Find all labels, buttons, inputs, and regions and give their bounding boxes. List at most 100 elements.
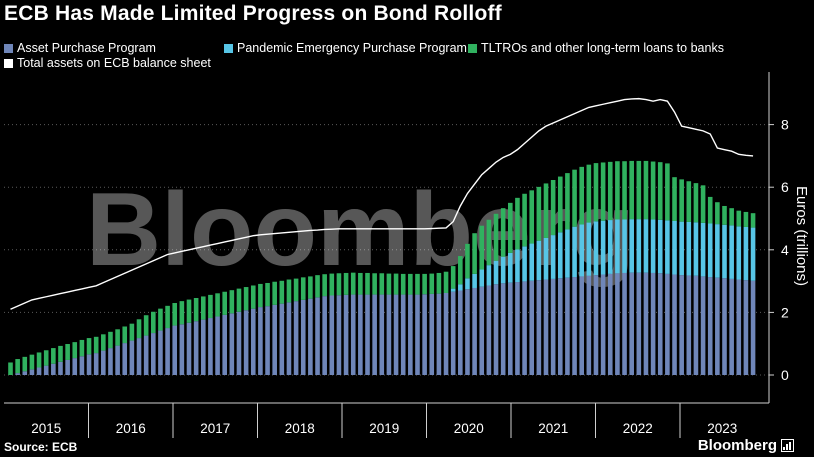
bar-segment-tltro xyxy=(600,162,606,221)
bar-segment-tltro xyxy=(279,280,285,304)
bar-segment-app xyxy=(479,286,485,375)
bar-segment-app xyxy=(172,325,178,375)
bar-segment-app xyxy=(515,282,520,375)
bar-segment-app xyxy=(443,292,449,375)
bar-segment-pepp xyxy=(650,219,656,273)
bar-segment-tltro xyxy=(550,180,556,236)
bar-segment-tltro xyxy=(208,294,213,319)
bar-segment-tltro xyxy=(536,186,542,241)
bar-segment-tltro xyxy=(579,166,584,225)
bar-segment-app xyxy=(643,272,649,375)
bar-segment-app xyxy=(722,278,727,375)
bar-segment-tltro xyxy=(400,273,406,295)
bar-segment-pepp xyxy=(607,220,613,274)
bar-segment-tltro xyxy=(265,282,270,307)
legend-label-app: Asset Purchase Program xyxy=(17,41,156,55)
bar-segment-tltro xyxy=(707,196,713,224)
bar-segment-pepp xyxy=(543,237,549,280)
bar-segment-tltro xyxy=(500,208,506,257)
bar-segment-pepp xyxy=(593,221,599,276)
bar-segment-tltro xyxy=(179,301,185,325)
bar-segment-app xyxy=(193,321,199,375)
bar-segment-app xyxy=(600,274,606,375)
y-tick-label: 0 xyxy=(781,367,789,383)
bar-segment-tltro xyxy=(186,299,192,323)
bar-segment-app xyxy=(508,282,513,375)
bar-segment-pepp xyxy=(508,252,513,283)
bar-segment-app xyxy=(22,371,28,375)
bar-segment-tltro xyxy=(486,219,492,266)
bar-segment-pepp xyxy=(636,219,642,273)
bar-segment-tltro xyxy=(322,274,327,297)
bar-segment-tltro xyxy=(72,342,78,359)
bar-segment-app xyxy=(465,289,470,375)
bar-segment-tltro xyxy=(650,161,656,220)
bar-segment-tltro xyxy=(622,161,627,220)
bar-segment-pepp xyxy=(672,221,677,275)
bar-segment-app xyxy=(557,278,563,375)
bar-segment-pepp xyxy=(500,256,506,284)
bar-segment-tltro xyxy=(629,160,634,220)
bar-segment-app xyxy=(143,335,149,375)
bar-segment-app xyxy=(565,277,570,375)
x-tick-label: 2018 xyxy=(285,421,315,436)
bar-segment-app xyxy=(343,294,349,375)
bar-segment-tltro xyxy=(479,225,485,270)
bar-segment-tltro xyxy=(329,273,335,296)
bar-segment-pepp xyxy=(707,223,713,278)
bar-segment-app xyxy=(15,373,20,375)
bar-segment-tltro xyxy=(51,348,56,364)
bar-segment-app xyxy=(250,308,256,375)
bar-segment-app xyxy=(372,294,377,375)
bar-segment-tltro xyxy=(750,213,756,228)
bar-segment-pepp xyxy=(493,260,499,285)
legend-swatch-app xyxy=(4,43,13,53)
bar-segment-tltro xyxy=(657,162,663,220)
bar-segment-tltro xyxy=(108,331,113,349)
bar-segment-app xyxy=(101,350,106,375)
bar-segment-tltro xyxy=(101,334,106,351)
bar-segment-tltro xyxy=(686,181,692,222)
bar-segment-tltro xyxy=(15,359,20,374)
bar-segment-tltro xyxy=(343,272,349,295)
bar-segment-app xyxy=(322,296,327,375)
bar-segment-tltro xyxy=(215,293,220,317)
bar-segment-app xyxy=(657,273,663,375)
bar-segment-tltro xyxy=(458,256,463,285)
bar-segment-tltro xyxy=(115,329,120,346)
brand-name: Bloomberg xyxy=(697,437,777,454)
bar-segment-app xyxy=(707,277,713,375)
bar-segment-app xyxy=(300,299,306,375)
bar-segment-app xyxy=(186,322,192,375)
bar-segment-app xyxy=(693,275,699,375)
bar-segment-app xyxy=(629,272,634,375)
bar-segment-tltro xyxy=(679,179,684,222)
bar-segment-pepp xyxy=(550,235,556,279)
bar-segment-app xyxy=(72,358,78,375)
bar-segment-tltro xyxy=(86,338,92,355)
y-axis-title: Euros (trillions) xyxy=(793,186,810,286)
bar-segment-app xyxy=(258,307,263,375)
bar-segment-pepp xyxy=(472,273,477,288)
bar-segment-app xyxy=(715,277,720,375)
bar-segment-pepp xyxy=(665,220,670,274)
bar-segment-pepp xyxy=(629,219,634,273)
bar-segment-app xyxy=(729,278,734,375)
bar-segment-pepp xyxy=(586,222,592,276)
y-tick-label: 4 xyxy=(781,242,789,258)
bar-segment-tltro xyxy=(229,290,235,314)
bar-segment-tltro xyxy=(443,271,449,293)
bar-segment-app xyxy=(36,367,42,375)
bar-segment-app xyxy=(572,277,577,375)
y-tick-label: 6 xyxy=(781,179,789,195)
bar-segment-app xyxy=(672,274,677,375)
bar-segment-app xyxy=(379,294,385,375)
bar-segment-tltro xyxy=(607,161,613,221)
bar-segment-tltro xyxy=(29,354,35,370)
bar-segment-app xyxy=(622,272,627,375)
bar-segment-app xyxy=(593,275,599,375)
bar-segment-app xyxy=(743,280,749,375)
legend-item-app: Asset Purchase Program xyxy=(4,41,156,55)
source-note: Source: ECB xyxy=(4,440,78,454)
x-tick-label: 2017 xyxy=(200,421,230,436)
